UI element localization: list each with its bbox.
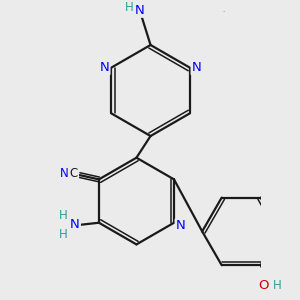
Text: N: N <box>135 4 145 17</box>
Text: N: N <box>192 61 201 74</box>
Text: N: N <box>176 220 185 232</box>
Text: N: N <box>100 61 110 74</box>
Text: H: H <box>59 209 68 222</box>
Text: H: H <box>124 1 133 13</box>
Text: N: N <box>60 167 69 181</box>
Text: O: O <box>259 279 269 292</box>
Text: N: N <box>70 218 80 231</box>
Text: C: C <box>70 167 78 181</box>
Text: H: H <box>59 228 68 241</box>
Text: H: H <box>273 279 281 292</box>
